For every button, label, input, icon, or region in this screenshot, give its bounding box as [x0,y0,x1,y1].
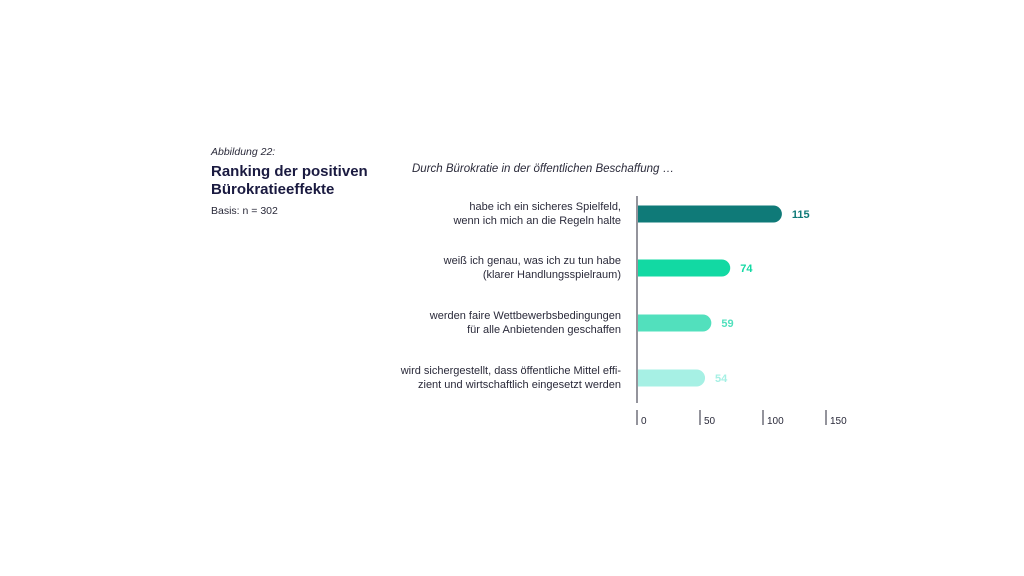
category-label-2-0: werden faire Wettbewerbsbedingungen [429,310,621,322]
category-label-3-1: zient und wirtschaftlich eingesetzt werd… [418,379,621,391]
figure-label: Abbildung 22: [211,146,276,158]
value-label-1: 74 [740,263,753,275]
category-label-2-1: für alle Anbietenden geschaffen [467,324,621,336]
x-tick-label-100: 100 [767,416,784,427]
category-label-3-0: wird sichergestellt, dass öffentliche Mi… [400,365,622,377]
bar-1 [638,259,731,277]
figure-title-line-1: Ranking der positiven [211,163,368,180]
chart-subtitle: Durch Bürokratie in der öffentlichen Bes… [412,163,675,175]
value-label-0: 115 [792,209,810,221]
category-label-1-1: (klarer Handlungsspielraum) [483,269,621,281]
x-tick-label-150: 150 [830,416,847,427]
bar-2 [638,314,712,332]
category-label-0-0: habe ich ein sicheres Spielfeld, [469,201,621,213]
bar-0 [638,205,782,223]
sample-basis: Basis: n = 302 [211,205,278,217]
value-label-3: 54 [715,373,728,385]
bar-3 [638,369,706,387]
category-label-1-0: weiß ich genau, was ich zu tun habe [443,255,621,267]
category-label-0-1: wenn ich mich an die Regeln halte [452,215,621,227]
figure-title-line-2: Bürokratieeffekte [211,181,335,198]
x-tick-label-0: 0 [641,416,647,427]
figure-title: Ranking der positiven Bürokratieeffekte [211,163,391,199]
value-label-2: 59 [721,318,733,330]
x-tick-label-50: 50 [704,416,716,427]
